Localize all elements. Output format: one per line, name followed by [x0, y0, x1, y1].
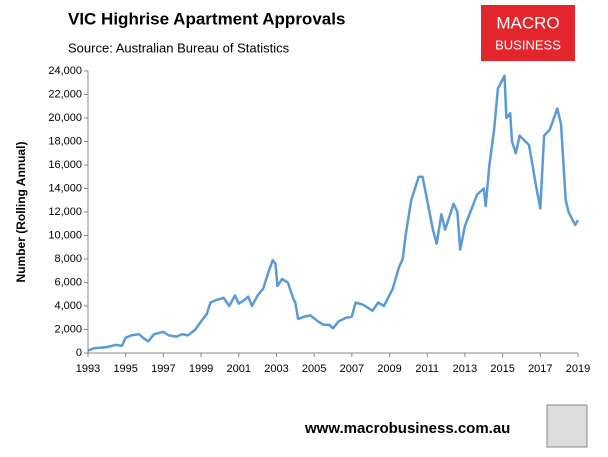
- y-tick-label: 20,000: [48, 112, 82, 124]
- y-tick-label: 14,000: [48, 182, 82, 194]
- logo-icon: [546, 404, 588, 448]
- y-tick-label: 18,000: [48, 135, 82, 147]
- x-tick-label: 2003: [264, 363, 288, 375]
- chart-subtitle: Source: Australian Bureau of Statistics: [68, 40, 290, 55]
- x-tick-label: 2013: [453, 363, 477, 375]
- y-tick-label: 16,000: [48, 159, 82, 171]
- x-tick-label: 1993: [76, 363, 100, 375]
- x-tick-label: 1999: [189, 363, 213, 375]
- y-tick-label: 8,000: [54, 253, 82, 265]
- x-tick-label: 2011: [415, 363, 439, 375]
- x-tick-label: 1995: [113, 363, 137, 375]
- website: www.macrobusiness.com.au: [304, 420, 510, 437]
- x-tick-label: 2007: [340, 363, 364, 375]
- x-tick-label: 2015: [490, 363, 514, 375]
- data-line: [87, 74, 580, 352]
- y-tick-label: 6,000: [54, 276, 82, 288]
- x-tick-label: 2017: [528, 363, 552, 375]
- x-tick-label: 2009: [377, 363, 401, 375]
- x-tick-label: 2001: [227, 363, 251, 375]
- y-tick-label: 10,000: [48, 229, 82, 241]
- x-tick-label: 2005: [302, 363, 326, 375]
- y-tick-label: 12,000: [48, 206, 82, 218]
- logo-text: MACRO: [496, 13, 559, 32]
- y-tick-label: 0: [76, 347, 82, 359]
- chart-title: VIC Highrise Apartment Approvals: [68, 9, 345, 28]
- y-tick-label: 4,000: [54, 300, 82, 312]
- x-tick-label: 1997: [151, 363, 175, 375]
- y-tick-label: 24,000: [48, 65, 82, 77]
- y-tick-label: 22,000: [48, 88, 82, 100]
- x-tick-label: 2019: [566, 363, 590, 375]
- y-tick-label: 2,000: [54, 323, 82, 335]
- logo-box: [481, 5, 575, 61]
- y-axis-label: Number (Rolling Annual): [14, 142, 28, 283]
- logo-text: BUSINESS: [495, 37, 561, 52]
